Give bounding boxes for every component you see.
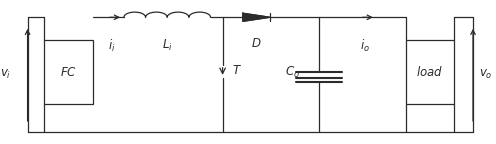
Text: $i_i$: $i_i$: [108, 37, 116, 54]
Text: $v_o$: $v_o$: [479, 68, 493, 81]
Text: $T$: $T$: [232, 64, 242, 77]
Bar: [406, 40, 454, 104]
Text: $C_o$: $C_o$: [285, 65, 300, 79]
Text: $L_i$: $L_i$: [162, 37, 173, 53]
Text: $D$: $D$: [251, 37, 261, 50]
Text: $load$: $load$: [416, 65, 443, 79]
Bar: [45, 40, 93, 104]
Text: $i_o$: $i_o$: [360, 37, 370, 54]
Text: $v_i$: $v_i$: [0, 68, 11, 81]
Polygon shape: [243, 13, 270, 21]
Text: $FC$: $FC$: [60, 66, 77, 78]
